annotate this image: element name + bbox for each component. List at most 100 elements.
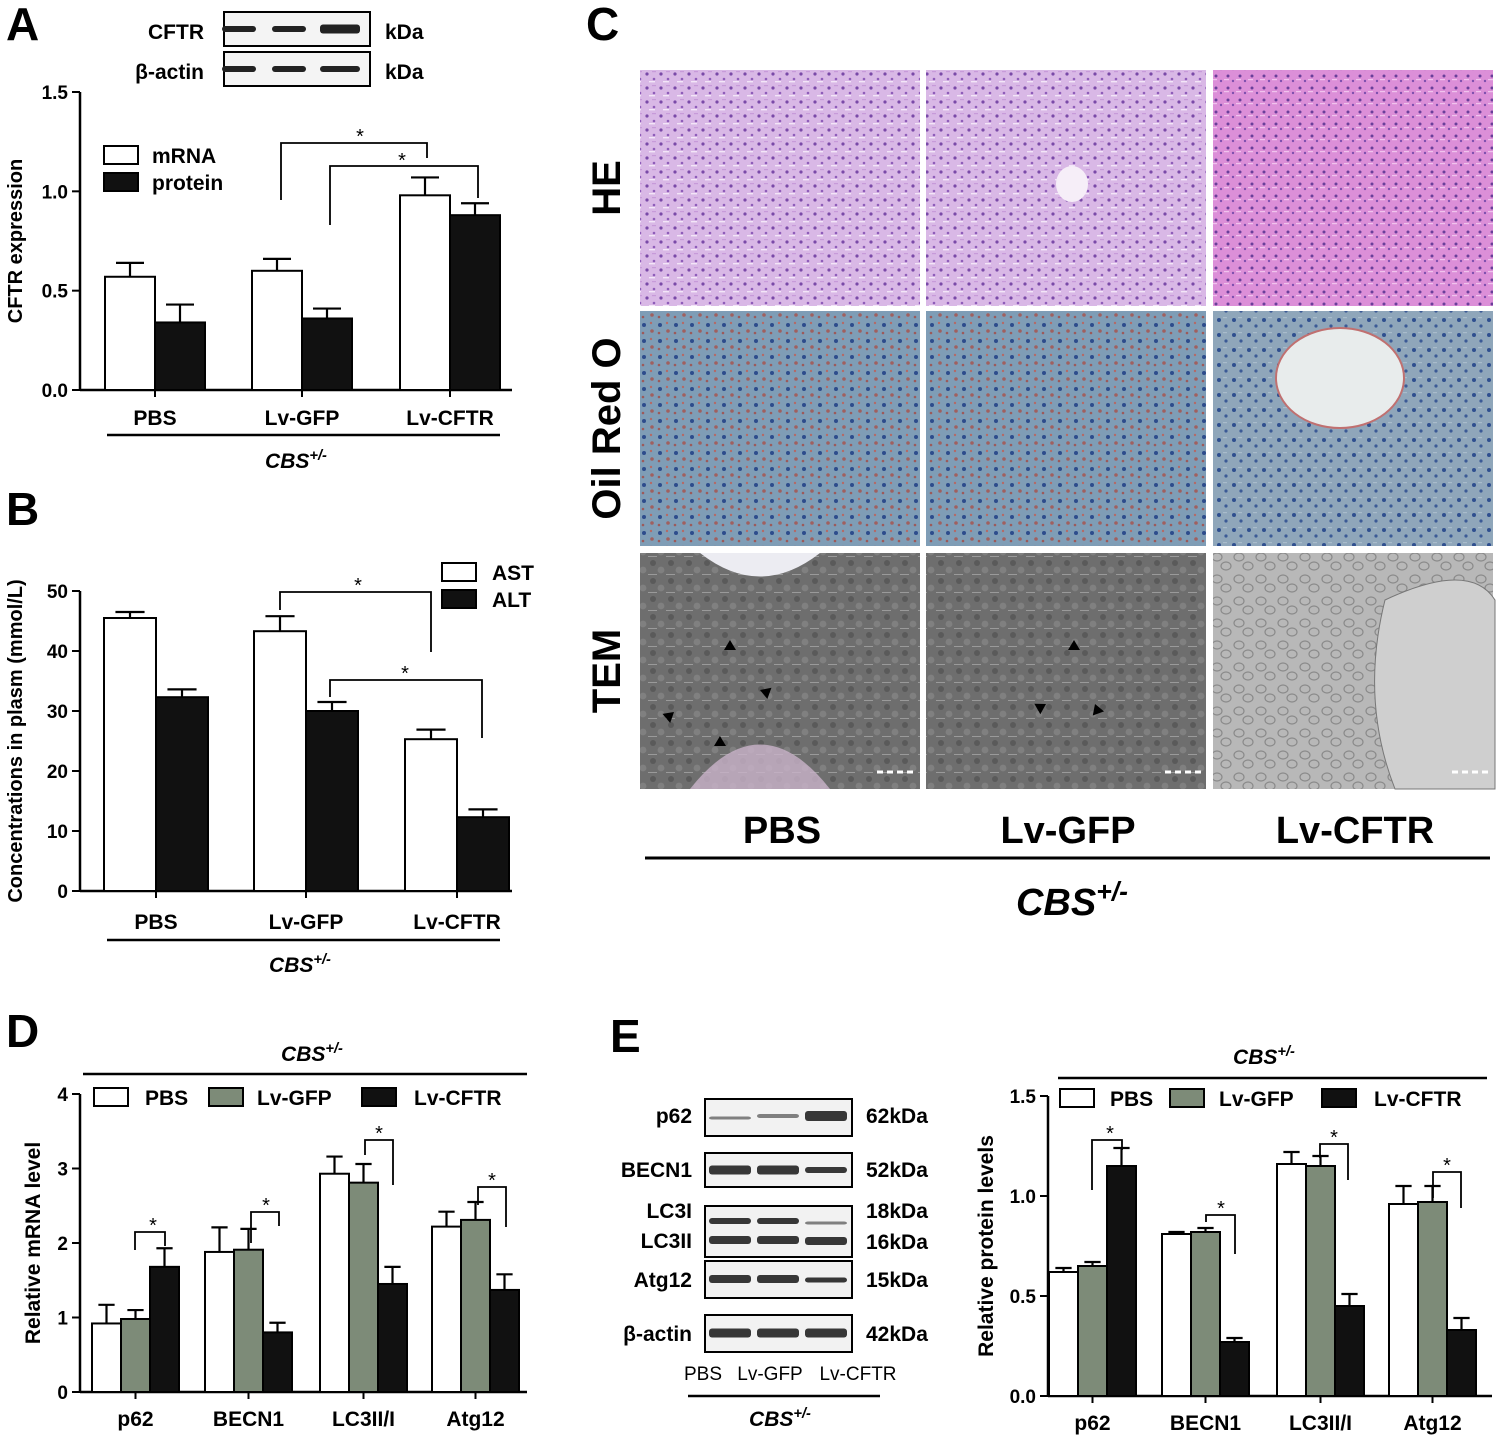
y-tick-label: 30 [47,702,68,723]
blot-band [757,1328,799,1338]
significance-bracket [279,591,432,652]
legend-swatch [441,589,477,609]
significance-bracket [134,1231,166,1250]
significance-bracket [477,1186,507,1227]
blot-band [272,26,306,32]
blot-band [805,1277,847,1283]
x-tick-label: Lv-CFTR [413,911,501,934]
chart-B: 0 10 20 30 40 50 Concentrations in plasm (mmol… [5,562,534,934]
legend-swatch [1059,1088,1095,1108]
bar [449,214,501,391]
chart-D: 0 1 2 3 4 Relative mRNA level p62 BECN1 LC3II/I A… [22,1085,527,1431]
significance-bracket [364,1139,394,1185]
legend: AST ALT [441,562,534,612]
significance-star: * [401,663,409,685]
x-tick-label: p62 [117,1408,153,1431]
arrow-icon [760,687,772,700]
blot-row-label: LC3I [646,1200,692,1223]
genotype-label-d: CBS+/- [281,1041,343,1066]
arrow-icon [1092,704,1105,716]
blot-size-label: 52kDa [866,1159,928,1182]
legend: PBS Lv-GFP Lv-CFTR [93,1087,502,1110]
bar [489,1288,520,1394]
blot-band [320,24,360,34]
blot-band [757,1165,799,1175]
significance-bracket [329,165,479,225]
legend-swatch [103,172,139,192]
legend-swatch [1169,1088,1205,1108]
legend-swatch [441,562,477,582]
bar [1276,1163,1307,1397]
x-tick-label: LC3II/I [332,1408,395,1431]
significance-star: * [1106,1123,1114,1145]
genotype-sup: +/- [793,1406,811,1422]
genotype-label-e-blot: CBS+/- [749,1406,811,1431]
y-tick-label: 50 [47,582,68,603]
x-tick-label: Lv-CFTR [406,407,494,430]
blot-band [272,66,306,72]
y-axis-label: Relative protein levels [975,1135,998,1357]
genotype-label-b: CBS+/- [269,952,331,977]
bar [155,696,209,893]
panel-letter-c: C [586,0,619,50]
y-tick-label: 3 [57,1160,68,1181]
panel-letter-d: D [6,1005,39,1057]
panel-c: HE Oil Red O TEM PBS Lv-GFP Lv-CFTR CBS+/- [585,70,1496,924]
bar [1417,1201,1448,1397]
legend-label: protein [152,172,223,195]
panel-a-blot: CFTR kDa β-actin kDa [135,11,424,87]
y-tick-label: 0.0 [42,381,68,402]
blot-row-label: Atg12 [634,1269,692,1292]
legend-swatch [208,1087,244,1107]
legend-swatch [361,1087,397,1107]
x-tick-label: PBS [134,911,177,934]
significance-star: * [1443,1155,1451,1177]
bar [456,816,510,893]
blot-size-label: 15kDa [866,1269,928,1292]
legend-label: ALT [492,589,531,612]
genotype-base: CBS [281,1043,325,1066]
significance-star: * [1217,1198,1225,1220]
bar [1334,1305,1365,1397]
y-tick-label: 10 [47,822,68,843]
bar [348,1181,379,1394]
significance-bracket [1432,1171,1462,1208]
genotype-sup: +/- [1096,877,1128,907]
blot-band [757,1275,799,1283]
genotype-sup: +/- [309,448,327,464]
legend-swatch [1321,1088,1357,1108]
x-tick-label: PBS [133,407,176,430]
y-tick-label: 1.0 [42,182,68,203]
blot-size-label: 18kDa [866,1200,928,1223]
y-tick-label: 1.0 [1010,1187,1036,1208]
x-tick-label: Lv-GFP [269,911,344,934]
bar [404,738,458,893]
genotype-sup: +/- [313,952,331,968]
x-tick-label: Atg12 [1403,1412,1461,1435]
bar [120,1317,151,1393]
y-axis-label: Concentrations in plasm (mmol/L) [5,579,27,902]
y-tick-label: 2 [57,1234,68,1255]
blot-band [222,66,256,72]
x-tick-label: BECN1 [213,1408,285,1431]
bar [233,1248,264,1393]
bar [204,1250,235,1393]
bar [149,1265,180,1393]
blot-size-label: 62kDa [866,1105,928,1128]
nucleus [1374,579,1496,790]
blot-lane-label: Lv-GFP [737,1364,802,1385]
bar [1190,1231,1221,1397]
blot-row-label: β-actin [623,1323,692,1346]
bar [1161,1233,1192,1397]
arrow-icon [662,712,674,724]
x-tick-label: BECN1 [1170,1412,1242,1435]
legend-label: Lv-GFP [257,1087,332,1110]
micrograph-col-label: PBS [743,810,821,852]
blot-band [805,1328,847,1338]
blot-band [757,1218,799,1224]
legend-swatch [103,145,139,165]
bar [154,321,206,392]
panel-letter-b: B [6,483,39,535]
blot-band [709,1236,751,1244]
genotype-base: CBS [265,450,309,473]
